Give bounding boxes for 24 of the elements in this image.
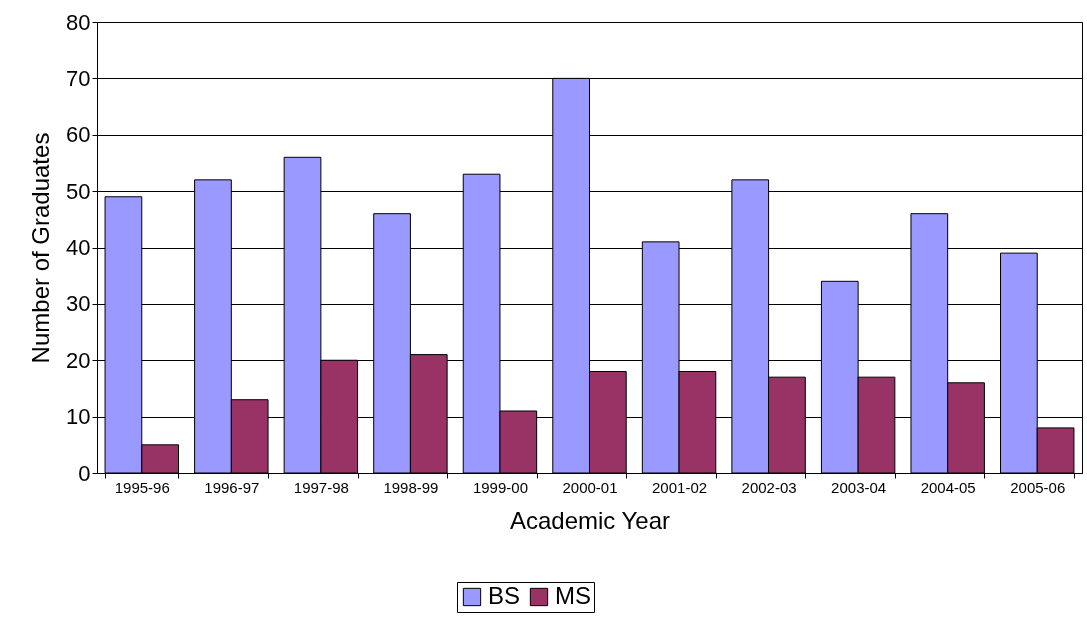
- y-axis-title: Number of Graduates: [27, 132, 55, 364]
- x-tick-label: 2001-02: [652, 478, 708, 496]
- y-tick-label: 60: [66, 122, 91, 148]
- y-tick-label: 80: [66, 9, 91, 35]
- x-tick-label: 2004-05: [920, 478, 976, 496]
- x-tick-label: 2000-01: [562, 478, 618, 496]
- x-tick-label: 1997-98: [293, 478, 349, 496]
- y-tick-label: 30: [66, 291, 91, 317]
- y-tick-label: 0: [78, 460, 91, 486]
- legend-label: BS: [488, 582, 521, 609]
- y-tick-label: 70: [66, 65, 91, 91]
- legend-label: MS: [555, 582, 591, 609]
- x-tick-label: 1998-99: [383, 478, 439, 496]
- y-tick-label: 10: [66, 404, 91, 430]
- y-tick-label: 20: [66, 347, 91, 373]
- y-tick-label: 40: [66, 235, 91, 260]
- x-tick-label: 1995-96: [114, 478, 170, 496]
- x-tick-label: 1996-97: [204, 478, 260, 496]
- x-tick-label: 2003-04: [831, 478, 887, 496]
- x-tick-label: 1999-00: [472, 478, 528, 496]
- x-axis-title: Academic Year: [509, 506, 671, 534]
- x-tick-label: 2002-03: [741, 478, 797, 496]
- x-tick-label: 2005-06: [1010, 478, 1066, 496]
- y-tick-label: 50: [66, 178, 91, 204]
